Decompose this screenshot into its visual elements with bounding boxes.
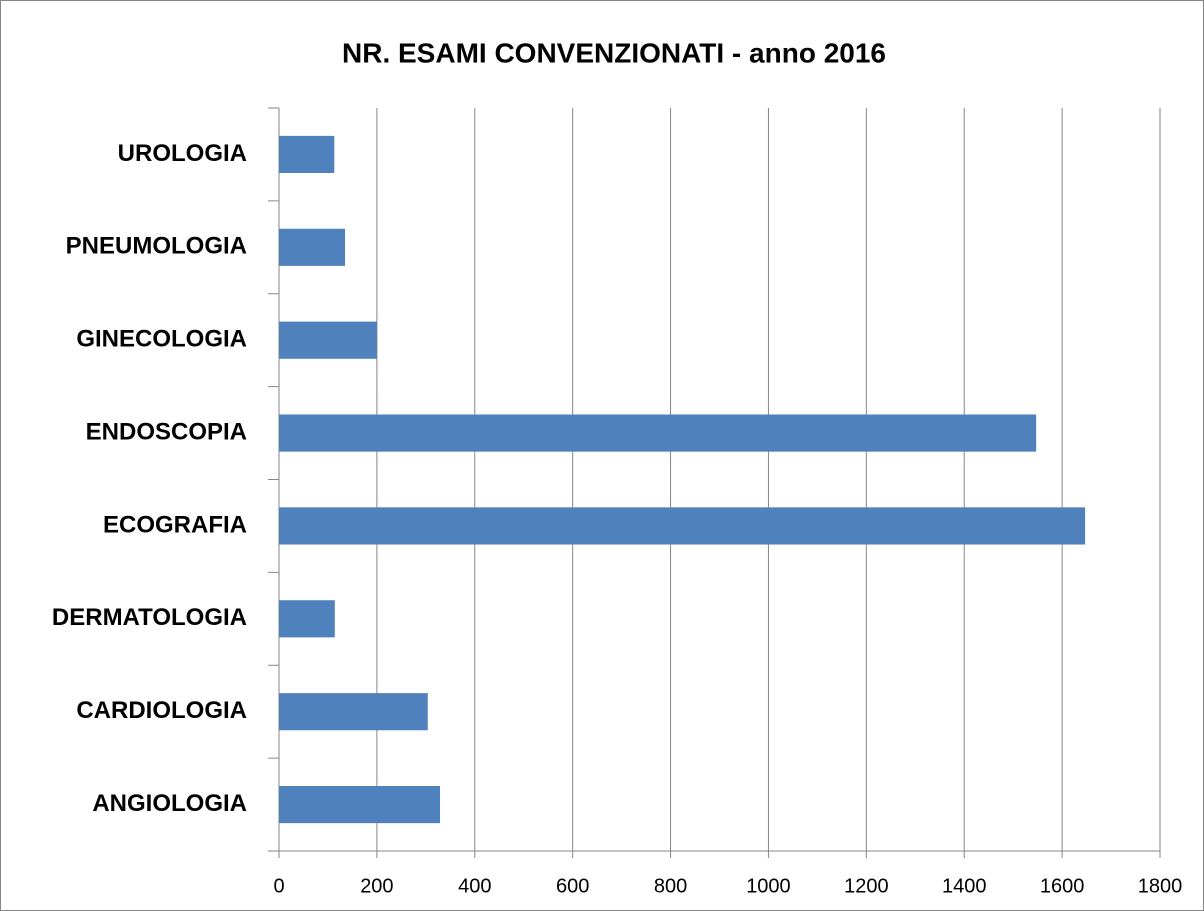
chart-title: NR. ESAMI CONVENZIONATI - anno 2016 <box>342 37 886 68</box>
y-tick-label: ECOGRAFIA <box>103 511 247 538</box>
x-tick-label: 600 <box>556 875 589 897</box>
bar <box>279 414 1037 452</box>
x-tick-label: 200 <box>360 875 393 897</box>
bar <box>279 507 1086 545</box>
y-tick-label: DERMATOLOGIA <box>52 604 247 631</box>
bar <box>279 693 428 731</box>
x-tick-label: 1000 <box>746 875 791 897</box>
bar <box>279 785 441 824</box>
x-tick-label: 1400 <box>942 875 987 897</box>
x-tick-label: 400 <box>458 875 491 897</box>
x-tick-label: 1200 <box>844 875 889 897</box>
bar <box>279 321 377 359</box>
bar <box>279 135 335 174</box>
y-tick-label: ANGIOLOGIA <box>92 790 247 817</box>
bar <box>279 228 346 266</box>
bar <box>279 600 335 638</box>
x-tick-label: 0 <box>273 875 284 897</box>
y-tick-label: UROLOGIA <box>118 140 247 167</box>
x-tick-label: 1600 <box>1040 875 1085 897</box>
y-tick-label: GINECOLOGIA <box>76 326 247 353</box>
x-tick-label: 800 <box>654 875 687 897</box>
y-tick-label: PNEUMOLOGIA <box>66 233 247 260</box>
y-tick-label: CARDIOLOGIA <box>76 697 247 724</box>
x-tick-label: 1800 <box>1138 875 1183 897</box>
y-tick-label: ENDOSCOPIA <box>86 418 247 445</box>
